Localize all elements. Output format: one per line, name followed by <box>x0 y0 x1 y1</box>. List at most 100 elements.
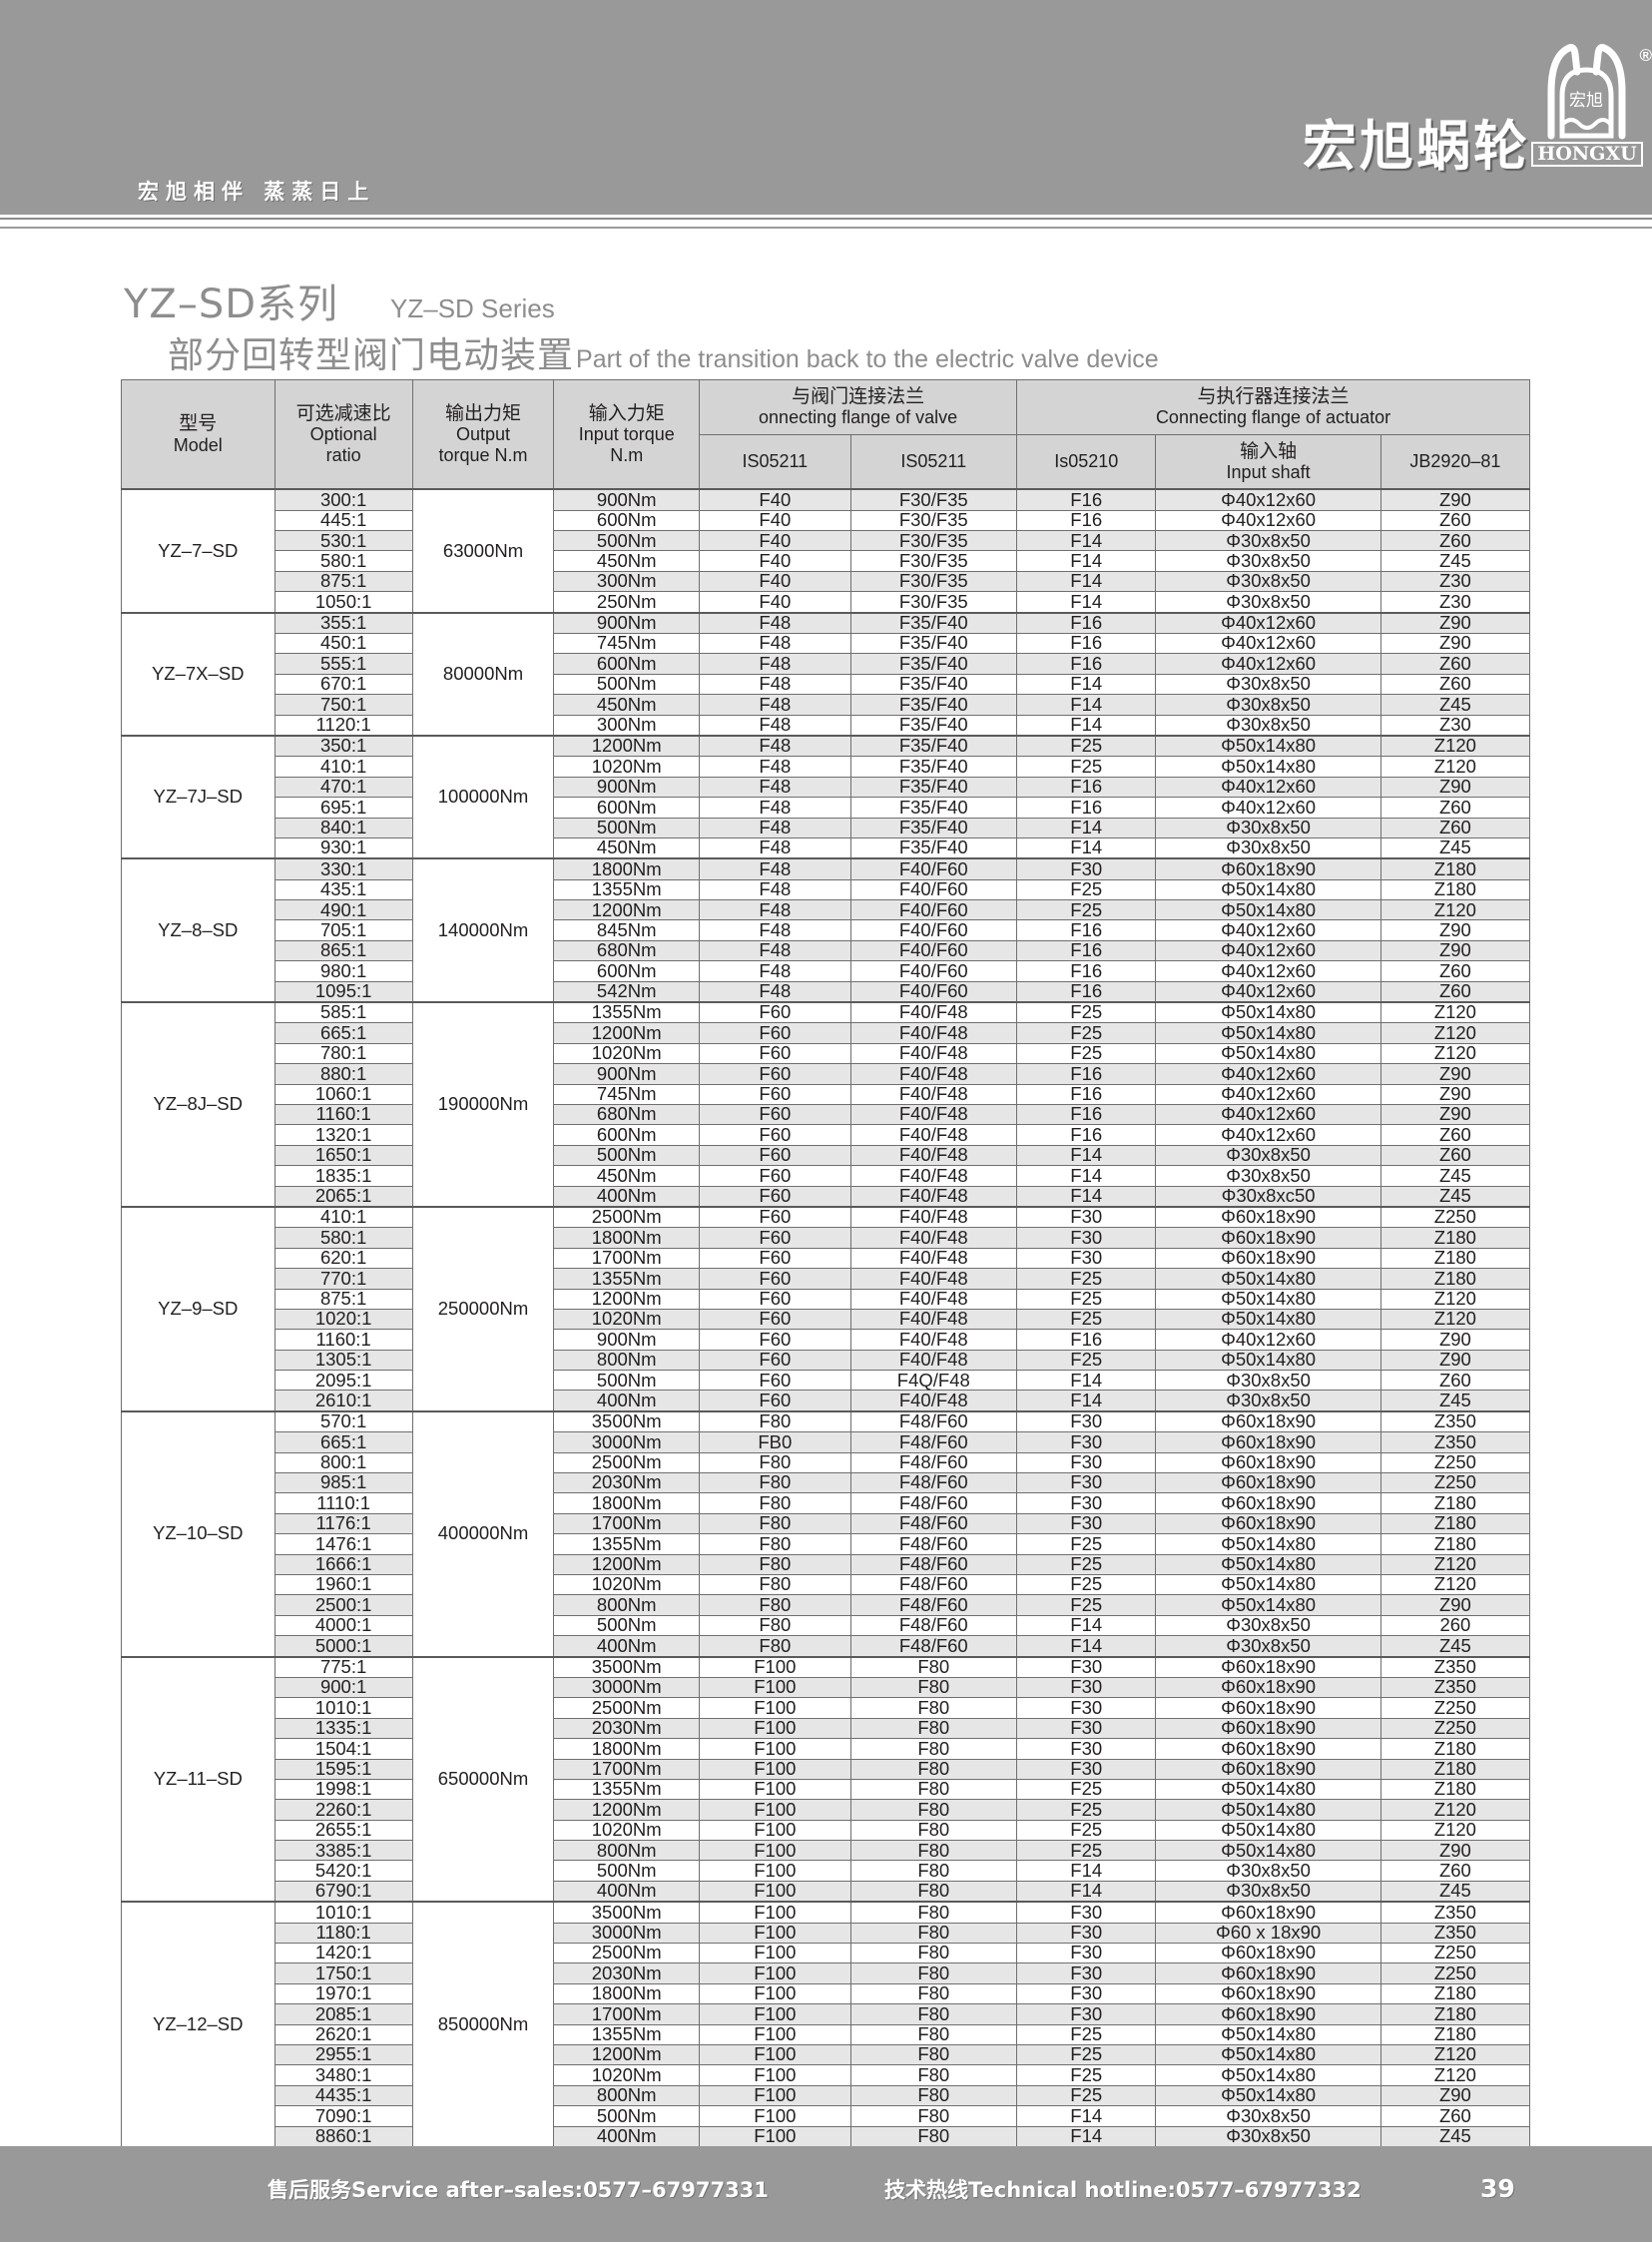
table-row: 490:1 1200Nm F48 F40/F60 F25 Φ50x14x80 Z120 <box>122 899 1531 921</box>
cell-iso5211-b: F40/F48 <box>849 1165 1018 1187</box>
cell-input-shaft: Φ50x14x80 <box>1155 1840 1381 1862</box>
cell-optional-ratio: 585:1 <box>274 1001 413 1024</box>
table-row: 410:1 1020Nm F48 F35/F40 F25 Φ50x14x80 Z120 <box>122 756 1531 778</box>
table-row: 2955:1 1200Nm F100 F80 F25 Φ50x14x80 Z120 <box>122 2043 1531 2066</box>
cell-optional-ratio: 1998:1 <box>274 1778 413 1801</box>
table-row: 1160:1 900Nm F60 F40/F48 F16 Φ40x12x60 Z90 <box>122 1329 1531 1351</box>
cell-iso5211-a: F60 <box>699 1063 851 1085</box>
cell-optional-ratio: 1970:1 <box>274 1982 413 2005</box>
cell-jb2920: Z120 <box>1379 899 1531 921</box>
cell-optional-ratio: 1960:1 <box>274 1573 413 1596</box>
cell-iso5211-b: F40/F48 <box>849 1247 1018 1270</box>
cell-iso5211-a: F80 <box>699 1492 851 1514</box>
cell-input-torque: 900Nm <box>553 1063 701 1085</box>
cell-iso5211-a: F100 <box>699 1778 851 1801</box>
cell-iso5210: F14 <box>1016 1144 1157 1167</box>
cell-input-torque: 800Nm <box>553 1840 701 1862</box>
table-row: 1666:1 1200Nm F80 F48/F60 F25 Φ50x14x80 Z120 <box>122 1553 1531 1575</box>
cell-iso5210: F25 <box>1016 1553 1157 1575</box>
table-row: 670:1 500Nm F48 F35/F40 F14 Φ30x8x50 Z60 <box>122 673 1531 696</box>
column-header-valve-flange-group: 与阀门连接法兰 onnecting flange of valve <box>699 379 1018 435</box>
cell-input-shaft: Φ40x12x60 <box>1155 653 1381 675</box>
cell-input-torque: 1800Nm <box>553 857 701 880</box>
cell-iso5211-b: F80 <box>849 2084 1018 2107</box>
cell-optional-ratio: 875:1 <box>274 570 413 593</box>
cell-input-shaft: Φ50x14x80 <box>1155 1533 1381 1555</box>
cell-iso5211-b: F40/F48 <box>849 1124 1018 1146</box>
cell-iso5210: F14 <box>1016 2105 1157 2127</box>
cell-jb2920: Z60 <box>1379 1860 1531 1882</box>
cell-input-torque: 400Nm <box>553 1880 701 1903</box>
cell-iso5211-b: F80 <box>849 1880 1018 1903</box>
cell-iso5211-b: F80 <box>849 2125 1018 2147</box>
cell-input-torque: 1200Nm <box>553 1799 701 1821</box>
cell-input-torque: 1355Nm <box>553 1533 701 1555</box>
cell-iso5211-b: F40/F48 <box>849 1022 1018 1044</box>
cell-iso5210: F25 <box>1016 1022 1157 1044</box>
table-row: 1160:1 680Nm F60 F40/F48 F16 Φ40x12x60 Z90 <box>122 1103 1531 1126</box>
cell-optional-ratio: 1060:1 <box>274 1083 413 1106</box>
cell-input-torque: 1020Nm <box>553 2064 701 2086</box>
cell-iso5211-b: F35/F40 <box>849 797 1018 819</box>
cell-jb2920: Z45 <box>1379 1635 1531 1658</box>
cell-input-shaft: Φ50x14x80 <box>1155 1268 1381 1290</box>
cell-iso5211-a: F60 <box>699 1144 851 1167</box>
cell-iso5210: F30 <box>1016 2003 1157 2025</box>
cell-iso5211-a: F48 <box>699 857 851 880</box>
table-row: YZ–10–SD 570:1 400000Nm 3500Nm F80 F48/F60 F30… <box>121 1409 1531 1658</box>
cell-jb2920: Z60 <box>1379 509 1531 532</box>
cell-iso5210: F25 <box>1016 2043 1157 2066</box>
table-row: 695:1 600Nm F48 F35/F40 F16 Φ40x12x60 Z60 <box>122 797 1531 819</box>
cell-iso5211-a: F40 <box>699 570 851 593</box>
cell-iso5210: F30 <box>1016 1676 1157 1699</box>
cell-iso5210: F25 <box>1016 1594 1157 1616</box>
cell-jb2920: Z90 <box>1379 919 1531 941</box>
cell-optional-ratio: 865:1 <box>274 939 413 962</box>
cell-iso5211-b: F35/F40 <box>849 837 1018 859</box>
table-row: 1960:1 1020Nm F80 F48/F60 F25 Φ50x14x80 Z120 <box>122 1573 1531 1596</box>
cell-input-torque: 600Nm <box>553 960 701 982</box>
cell-input-torque: 250Nm <box>553 591 701 614</box>
cell-input-torque: 1700Nm <box>553 1247 701 1270</box>
cell-jb2920: Z180 <box>1379 857 1531 880</box>
cell-optional-ratio: 350:1 <box>274 734 413 758</box>
cell-optional-ratio: 5000:1 <box>274 1635 413 1658</box>
cell-iso5211-a: F60 <box>699 1308 851 1331</box>
table-row: 2085:1 1700Nm F100 F80 F30 Φ60x18x90 Z180 <box>122 2003 1531 2025</box>
series-title-cn: YZ–SD系列 <box>124 281 339 327</box>
cell-model: YZ–7J–SD <box>121 734 275 859</box>
cell-iso5211-a: F48 <box>699 817 851 839</box>
cell-iso5211-b: F80 <box>849 1860 1018 1882</box>
cell-model: YZ–8–SD <box>121 857 275 1003</box>
registered-trademark-icon: ® <box>1639 46 1652 65</box>
cell-iso5211-b: F40/F48 <box>849 1144 1018 1167</box>
cell-input-torque: 1200Nm <box>553 2043 701 2066</box>
cell-optional-ratio: 2955:1 <box>274 2043 413 2066</box>
table-row: 1120:1 300Nm F48 F35/F40 F14 Φ30x8x50 Z30 <box>122 714 1531 737</box>
cell-iso5211-b: F80 <box>849 1840 1018 1862</box>
cell-optional-ratio: 770:1 <box>274 1268 413 1290</box>
cell-iso5211-a: F60 <box>699 1349 851 1372</box>
cell-input-torque: 1020Nm <box>553 1819 701 1842</box>
cell-input-torque: 600Nm <box>553 509 701 532</box>
cell-model: YZ–7–SD <box>121 488 275 614</box>
cell-iso5210: F30 <box>1016 1472 1157 1494</box>
cell-iso5211-b: F48/F60 <box>849 1431 1018 1453</box>
cell-optional-ratio: 450:1 <box>274 633 413 655</box>
column-header-valve-flange-en: onnecting flange of valve <box>759 407 958 428</box>
cell-jb2920: Z180 <box>1379 878 1531 901</box>
cell-optional-ratio: 1595:1 <box>274 1758 413 1780</box>
cell-jb2920: Z30 <box>1379 570 1531 593</box>
table-row: 5000:1 400Nm F80 F48/F60 F14 Φ30x8x50 Z45 <box>122 1635 1531 1658</box>
column-header-output-cn: 输出力矩 <box>445 401 522 424</box>
cell-iso5211-a: F60 <box>699 1001 851 1024</box>
cell-iso5210: F14 <box>1016 714 1157 737</box>
cell-jb2920: Z90 <box>1379 1329 1531 1351</box>
cell-iso5211-a: F80 <box>699 1409 851 1433</box>
cell-input-shaft: Φ50x14x80 <box>1155 734 1381 758</box>
cell-iso5210: F30 <box>1016 1409 1157 1433</box>
cell-iso5211-a: F40 <box>699 488 851 511</box>
cell-model: YZ–11–SD <box>121 1655 275 1903</box>
table-row: 1504:1 1800Nm F100 F80 F30 Φ60x18x90 Z180 <box>122 1738 1531 1760</box>
cell-optional-ratio: 2260:1 <box>274 1799 413 1821</box>
